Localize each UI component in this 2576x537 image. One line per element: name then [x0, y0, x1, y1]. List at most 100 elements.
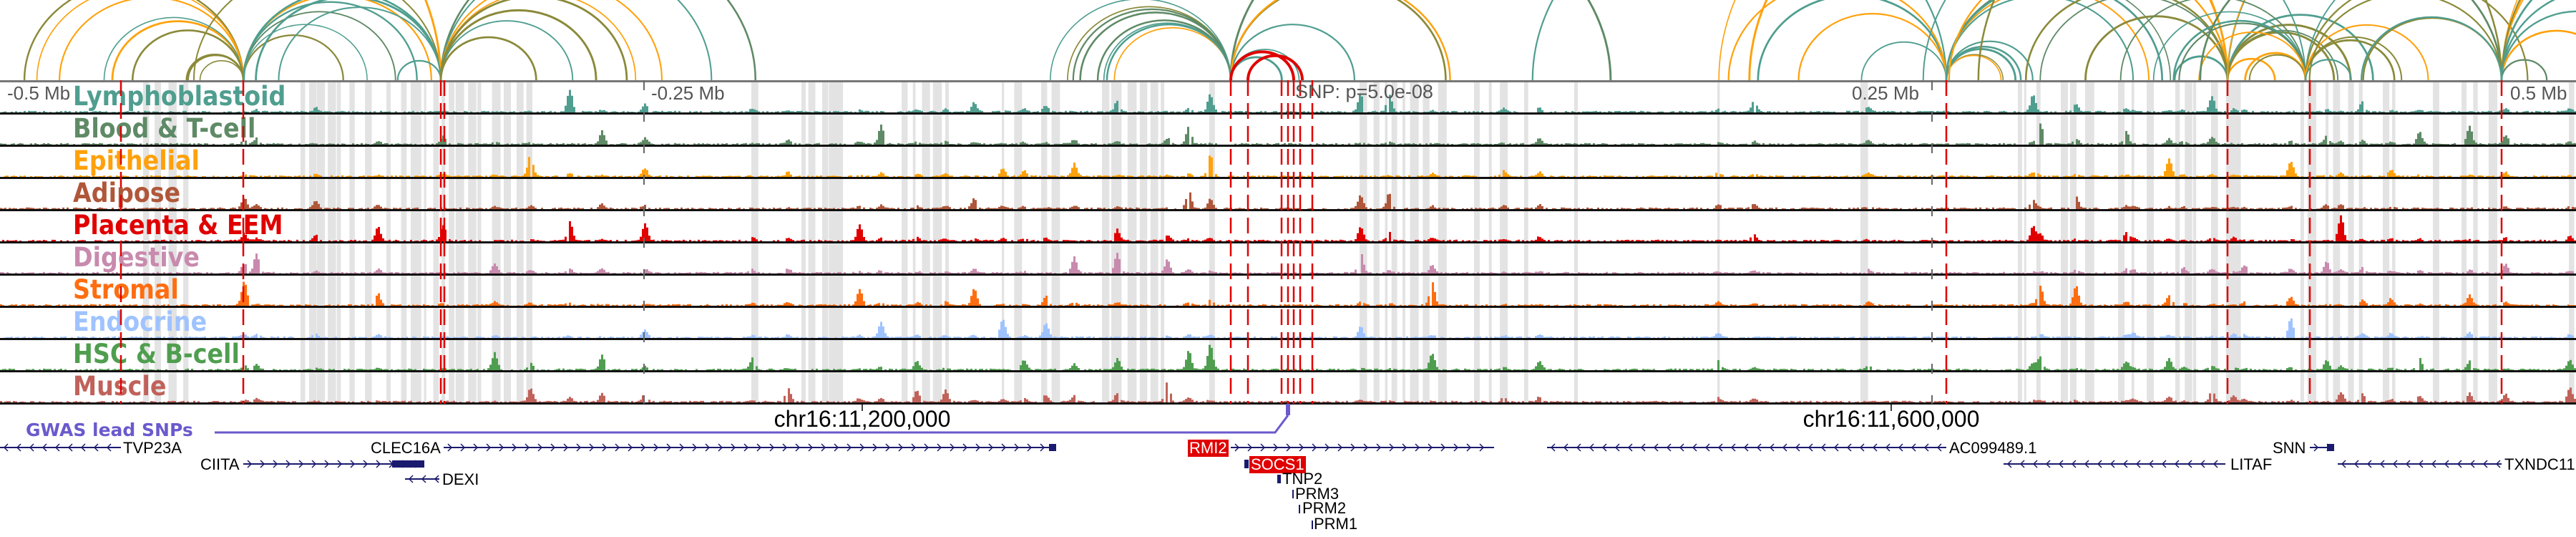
highlight-band [801, 276, 806, 306]
gene-label-ac099489[interactable]: AC099489.1 [1949, 439, 2037, 457]
highlight-band [801, 308, 806, 338]
highlight-band [143, 82, 150, 112]
gene-label-tnp2[interactable]: TNP2 [1282, 470, 1323, 488]
loop-arc [2500, 0, 2556, 80]
highlight-band [829, 147, 838, 177]
highlight-band [1119, 82, 1122, 112]
highlight-band [836, 276, 844, 306]
highlight-band [2061, 179, 2068, 209]
dexi-strand-arrows [408, 475, 439, 483]
loop-arc [439, 9, 597, 80]
gene-label-clec16a[interactable]: CLEC16A [371, 439, 441, 457]
highlight-band [1051, 82, 1060, 112]
gene-label-prm2[interactable]: PRM2 [1302, 499, 1347, 517]
highlight-band [449, 340, 454, 370]
loop-arc [1103, 22, 1231, 80]
highlight-band [468, 211, 477, 241]
highlight-band [2131, 115, 2135, 145]
highlight-band [1488, 276, 1492, 306]
highlight-band [365, 243, 372, 274]
highlight-band [1574, 372, 1579, 402]
highlight-band [1717, 340, 1720, 370]
highlight-band [386, 82, 391, 112]
gene-label-rmi2[interactable]: RMI2 [1188, 439, 1229, 457]
highlight-band [155, 179, 162, 209]
txndc11-strand-arrows [2341, 460, 2501, 468]
highlight-band [2061, 211, 2068, 241]
highlight-band [155, 276, 162, 306]
highlight-band [2233, 372, 2241, 402]
highlight-band [455, 340, 464, 370]
highlight-band [2211, 179, 2218, 209]
highlight-band [2061, 115, 2068, 145]
highlight-band [1410, 276, 1419, 306]
gene-label-socs1[interactable]: SOCS1 [1249, 455, 1306, 473]
gene-label-litaf[interactable]: LITAF [2230, 455, 2273, 473]
highlight-band [1161, 147, 1165, 177]
highlight-band [2061, 82, 2068, 112]
highlight-band [183, 243, 189, 274]
highlight-band [433, 211, 439, 241]
highlight-band [1002, 147, 1005, 177]
highlight-band [902, 372, 908, 402]
highlight-band [424, 276, 426, 306]
highlight-band [336, 211, 341, 241]
gene-label-prm3[interactable]: PRM3 [1295, 485, 1340, 503]
highlight-band [1014, 211, 1023, 241]
highlight-band [168, 211, 177, 241]
highlight-band [1717, 308, 1720, 338]
gene-label-snn[interactable]: SNN [2273, 439, 2306, 457]
highlight-band [1139, 340, 1148, 370]
loop-arc [396, 59, 442, 80]
gene-label-ciita[interactable]: CIITA [200, 455, 240, 473]
highlight-band [2036, 243, 2041, 274]
gene-label-prm1[interactable]: PRM1 [1314, 515, 1358, 533]
highlight-band [301, 372, 306, 402]
highlight-band [922, 82, 930, 112]
highlight-band [1474, 276, 1480, 306]
highlight-band [2147, 147, 2155, 177]
highlight-band [1139, 372, 1148, 402]
highlight-band [183, 211, 189, 241]
highlight-band [2070, 147, 2077, 177]
signal-plot [0, 276, 2576, 306]
highlight-band [2131, 82, 2135, 112]
highlight-band [2185, 243, 2192, 274]
highlight-band [1402, 179, 1405, 209]
highlight-band [932, 115, 942, 145]
highlight-band [902, 115, 908, 145]
highlight-band [2211, 243, 2218, 274]
highlight-band [2358, 308, 2363, 338]
highlight-band [1119, 211, 1122, 241]
highlight-band [1014, 82, 1023, 112]
highlight-band [836, 211, 844, 241]
highlight-band [2147, 243, 2155, 274]
highlight-band [410, 340, 420, 370]
highlight-band [516, 340, 524, 370]
gene-label-txndc11[interactable]: TXNDC11 [2504, 455, 2575, 473]
highlight-band [2061, 147, 2068, 177]
gene-label-tvp23a[interactable]: TVP23A [123, 439, 182, 457]
highlight-band [2326, 243, 2329, 274]
highlight-band [2211, 276, 2218, 306]
highlight-band [526, 372, 533, 402]
highlight-band [503, 115, 512, 145]
gene-label-dexi[interactable]: DEXI [442, 470, 479, 488]
highlight-band [1717, 372, 1720, 402]
highlight-band [168, 308, 177, 338]
clec16a-exon [1049, 444, 1056, 451]
highlight-band [1574, 179, 1579, 209]
highlight-band [902, 243, 908, 274]
highlight-band [808, 82, 816, 112]
highlight-band [2211, 211, 2218, 241]
highlight-band [1717, 147, 1720, 177]
highlight-band [143, 211, 150, 241]
highlight-band [751, 82, 758, 112]
highlight-band [1119, 147, 1122, 177]
loop-arc [2024, 0, 2229, 80]
highlight-band [2358, 276, 2363, 306]
highlight-band [1488, 179, 1492, 209]
highlight-band [526, 308, 533, 338]
track-label: Digestive [73, 242, 200, 273]
loop-arc [131, 29, 245, 80]
